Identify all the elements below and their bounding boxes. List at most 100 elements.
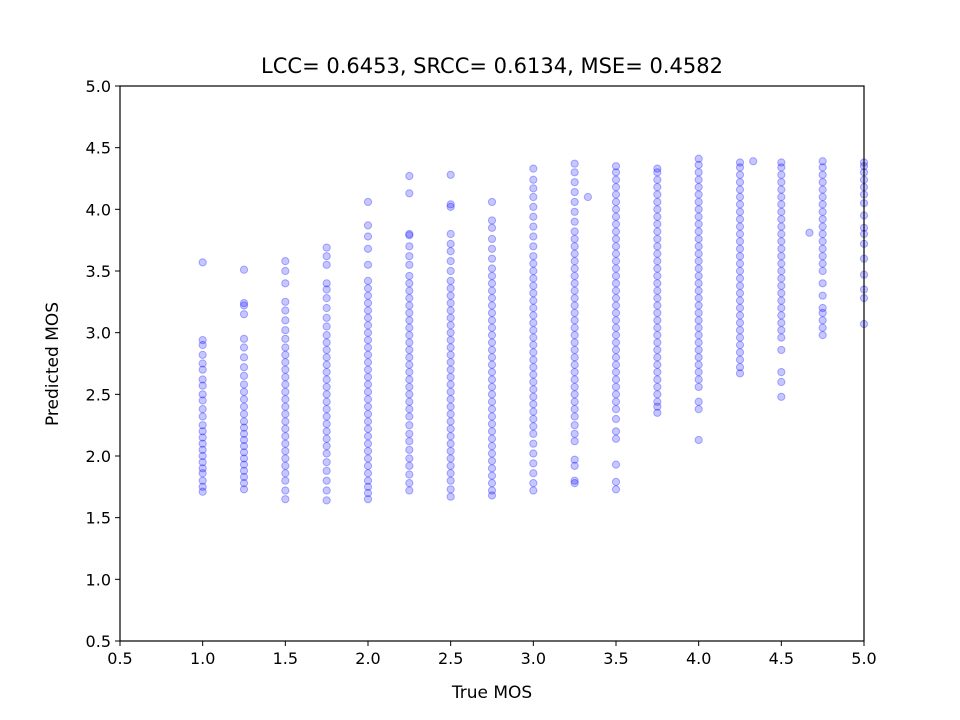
data-point	[611, 323, 621, 332]
data-point	[239, 454, 249, 463]
data-point	[653, 308, 662, 318]
data-point	[281, 334, 290, 343]
data-point	[487, 234, 497, 244]
data-point	[363, 232, 373, 241]
data-point	[694, 316, 703, 325]
data-point	[777, 158, 786, 167]
data-point	[777, 163, 786, 172]
data-point	[529, 296, 538, 305]
x-tick-label: 2.0	[355, 649, 380, 668]
data-point	[611, 197, 621, 207]
data-point	[322, 294, 331, 303]
data-point	[694, 375, 703, 384]
data-point	[570, 308, 579, 318]
data-point	[735, 369, 745, 378]
data-point	[281, 409, 290, 419]
data-point	[363, 402, 373, 411]
data-point	[446, 358, 455, 367]
data-point	[529, 326, 538, 335]
data-point	[322, 382, 331, 392]
data-point	[735, 207, 745, 216]
data-point	[777, 215, 786, 224]
data-point	[363, 328, 373, 337]
data-point	[446, 284, 455, 293]
data-point	[281, 495, 290, 504]
data-point	[570, 345, 579, 355]
data-point	[611, 434, 621, 443]
data-point	[611, 264, 621, 273]
data-point	[363, 439, 373, 448]
data-point	[322, 427, 331, 436]
data-point	[322, 397, 331, 406]
chart-title: LCC= 0.6453, SRCC= 0.6134, MSE= 0.4582	[261, 54, 723, 78]
data-point	[529, 202, 538, 211]
data-point	[570, 421, 579, 430]
data-point	[611, 397, 621, 406]
data-point	[529, 242, 538, 251]
data-point	[529, 469, 538, 478]
data-point	[363, 313, 373, 322]
data-point	[322, 345, 331, 355]
data-point	[239, 343, 249, 352]
data-point	[777, 274, 786, 283]
data-point	[570, 331, 579, 340]
data-point	[239, 442, 249, 451]
data-point	[198, 451, 207, 461]
data-point	[611, 168, 621, 177]
data-point	[653, 338, 662, 347]
data-point	[322, 496, 331, 505]
data-point	[322, 243, 331, 252]
data-point	[777, 303, 786, 313]
data-point	[487, 434, 497, 443]
data-point	[570, 159, 579, 168]
data-point	[322, 434, 331, 443]
data-point	[818, 316, 827, 325]
data-point	[777, 237, 786, 246]
data-point	[818, 215, 827, 224]
data-point	[363, 197, 373, 207]
data-point	[529, 274, 538, 283]
data-point	[405, 338, 414, 347]
data-point	[198, 469, 207, 478]
data-point	[611, 190, 621, 199]
data-point	[529, 422, 538, 431]
data-point	[363, 469, 373, 478]
data-point	[281, 469, 290, 478]
data-point	[198, 439, 207, 448]
data-point	[777, 200, 786, 209]
data-point	[694, 234, 703, 244]
x-tick-label: 1.5	[273, 649, 298, 668]
data-point	[735, 215, 745, 224]
data-point	[777, 244, 786, 253]
data-point	[446, 485, 455, 494]
data-point	[198, 427, 207, 436]
data-point	[735, 244, 745, 253]
data-point	[777, 296, 786, 305]
data-point	[405, 437, 414, 446]
data-point	[446, 170, 455, 179]
data-point	[777, 311, 786, 320]
data-point	[198, 464, 207, 473]
data-point	[694, 338, 703, 347]
data-point	[529, 212, 538, 221]
data-point	[611, 205, 621, 214]
data-point	[694, 197, 703, 207]
data-point	[653, 227, 662, 236]
data-point	[487, 449, 497, 458]
data-point	[611, 331, 621, 340]
data-point	[487, 286, 497, 295]
data-point	[239, 334, 249, 343]
data-point	[529, 252, 538, 261]
data-point	[487, 368, 497, 377]
data-point	[735, 348, 745, 357]
data-point	[198, 458, 207, 467]
data-point	[735, 296, 745, 305]
data-point	[611, 375, 621, 384]
data-point	[281, 266, 290, 276]
data-point	[529, 340, 538, 350]
data-point	[405, 412, 414, 421]
data-point	[281, 306, 290, 315]
data-point	[529, 259, 538, 268]
data-point	[777, 392, 786, 401]
data-point	[363, 284, 373, 293]
